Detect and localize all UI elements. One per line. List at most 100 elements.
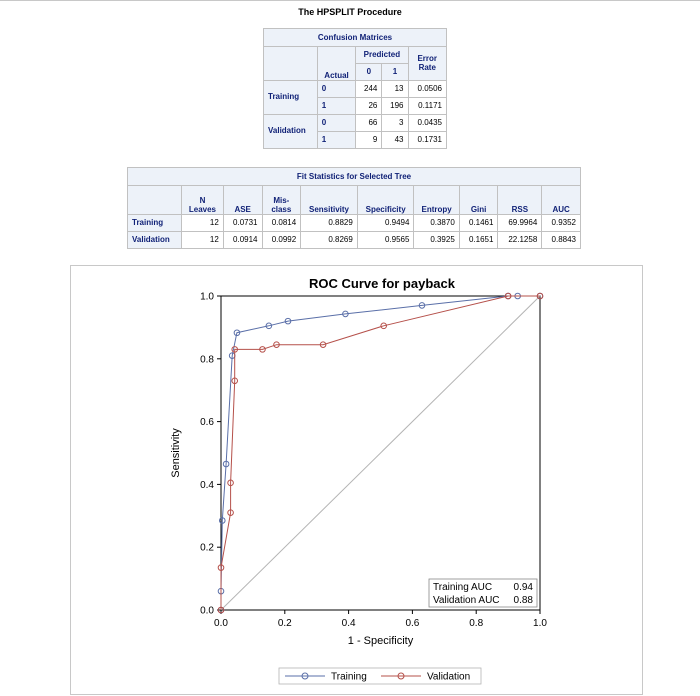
inset-label-validation-auc: Validation AUC [433, 595, 500, 606]
y-tick-label: 0.0 [200, 606, 214, 617]
auc-header: AUC [541, 185, 581, 215]
y-tick-label: 1.0 [200, 292, 214, 303]
fit-statistics-table: Fit Statistics for Selected Tree N Leave… [126, 167, 581, 249]
series-line-validation [220, 295, 540, 610]
table-row: 1 9 43 0.1731 [264, 131, 447, 149]
data-point-validation [217, 564, 225, 571]
cell-ase: 0.0914 [222, 231, 263, 249]
cell-pred0: 9 [355, 131, 383, 149]
cell-pred1: 196 [381, 97, 409, 115]
legend-label-validation: Validation [427, 672, 470, 683]
roc-chart-frame: ROC Curve for payback 0.0 0.2 0.4 0.6 0.8 1.0… [70, 265, 643, 695]
error-rate-header-line1: Error [417, 54, 438, 64]
misclass-header-line2: class [271, 204, 292, 214]
confusion-matrix-table: Confusion Matrices Actual Predicted Erro… [263, 28, 447, 149]
row-label-training: Training [126, 214, 183, 232]
corner-cell [126, 185, 183, 215]
x-tick-label: 1.0 [533, 618, 547, 629]
row-actual: 1 [316, 97, 357, 115]
cell-pred1: 43 [381, 131, 409, 149]
cell-rss: 69.9964 [497, 214, 543, 232]
cell-specificity: 0.9565 [356, 231, 415, 249]
sensitivity-header: Sensitivity [300, 185, 358, 215]
roc-chart: ROC Curve for payback 0.0 0.2 0.4 0.6 0.8 1.0… [170, 276, 547, 685]
cell-auc: 0.8843 [541, 231, 581, 249]
data-point-training [342, 310, 349, 318]
y-tick-label: 0.6 [200, 417, 214, 428]
data-point-validation [504, 292, 512, 300]
cell-n-leaves: 12 [181, 231, 224, 249]
row-actual: 1 [316, 131, 357, 149]
table-row: Training 12 0.0731 0.0814 0.8829 0.9494 … [126, 214, 581, 232]
x-tick-label: 0.8 [469, 618, 483, 629]
cell-rss: 22.1258 [497, 231, 543, 249]
table-row: Training 0 244 13 0.0506 [263, 80, 447, 115]
cell-pred1: 3 [381, 114, 409, 132]
entropy-header: Entropy [413, 185, 460, 215]
fit-statistics-caption: Fit Statistics for Selected Tree [127, 167, 581, 185]
x-tick-label: 0.6 [405, 618, 419, 629]
cell-pred0: 26 [355, 97, 383, 115]
procedure-title: The HPSPLIT Procedure [298, 7, 402, 17]
cell-auc: 0.9352 [541, 214, 581, 232]
y-axis: 0.0 0.2 0.4 0.6 0.8 1.0 [200, 292, 221, 617]
y-tick-label: 0.8 [200, 354, 214, 365]
inset-label-training-auc: Training AUC [433, 582, 492, 593]
inset-value-validation-auc: 0.88 [514, 595, 534, 606]
data-point-training [222, 460, 230, 468]
row-actual: 0 [316, 80, 357, 98]
table-row: 1 26 196 0.1171 [264, 97, 447, 115]
n-leaves-header-line1: N [199, 196, 206, 206]
cell-error-rate: 0.1171 [407, 97, 447, 115]
x-tick-label: 0.0 [214, 618, 228, 629]
table-row: Validation 12 0.0914 0.0992 0.8269 0.956… [126, 231, 581, 249]
error-rate-header: Error Rate [407, 46, 447, 81]
data-point-validation [380, 322, 387, 330]
data-point-validation [536, 292, 544, 300]
cell-entropy: 0.3870 [413, 214, 460, 232]
x-axis-label: 1 - Specificity [348, 635, 414, 647]
predicted-header: Predicted [355, 46, 409, 64]
cell-error-rate: 0.0435 [407, 114, 447, 132]
misclass-header-line1: Mis- [273, 196, 290, 206]
legend-label-training: Training [331, 672, 367, 683]
cell-pred0: 66 [355, 114, 383, 132]
data-point-validation [319, 341, 327, 348]
table-row: Validation 0 66 3 0.0435 [263, 114, 447, 149]
auc-inset-box [428, 578, 538, 608]
data-point-training [218, 517, 226, 524]
specificity-header: Specificity [356, 185, 415, 215]
data-point-validation [227, 509, 234, 516]
chart-title: ROC Curve for payback [309, 276, 456, 291]
n-leaves-header: N Leaves [181, 185, 224, 215]
row-group-training: Training [263, 80, 318, 115]
data-point-training [233, 329, 241, 337]
series-layer [217, 292, 544, 614]
cell-error-rate: 0.0506 [407, 80, 447, 98]
legend-box [278, 667, 482, 685]
cell-gini: 0.1461 [458, 214, 499, 232]
y-tick-label: 0.4 [200, 480, 214, 491]
row-group-validation: Validation [263, 114, 318, 149]
data-point-validation [259, 346, 266, 353]
reference-diagonal [220, 295, 541, 611]
data-point-validation [231, 346, 239, 353]
legend: Training Validation [278, 667, 482, 685]
legend-marker-training [301, 672, 309, 680]
plot-area [220, 295, 541, 611]
top-divider [0, 0, 700, 1]
cell-specificity: 0.9494 [356, 214, 415, 232]
confusion-matrix-caption: Confusion Matrices [263, 28, 447, 46]
cell-misclass: 0.0992 [261, 231, 302, 249]
y-axis-label: Sensitivity [170, 428, 182, 478]
cell-misclass: 0.0814 [261, 214, 302, 232]
row-label-validation: Validation [126, 231, 183, 249]
data-point-validation [273, 341, 280, 348]
predicted-0-header: 0 [355, 63, 383, 81]
data-point-validation [217, 606, 225, 614]
data-point-training [418, 302, 426, 309]
corner-cell [263, 46, 318, 81]
data-point-validation [227, 479, 234, 487]
cell-entropy: 0.3925 [413, 231, 460, 249]
data-point-training [265, 322, 273, 330]
